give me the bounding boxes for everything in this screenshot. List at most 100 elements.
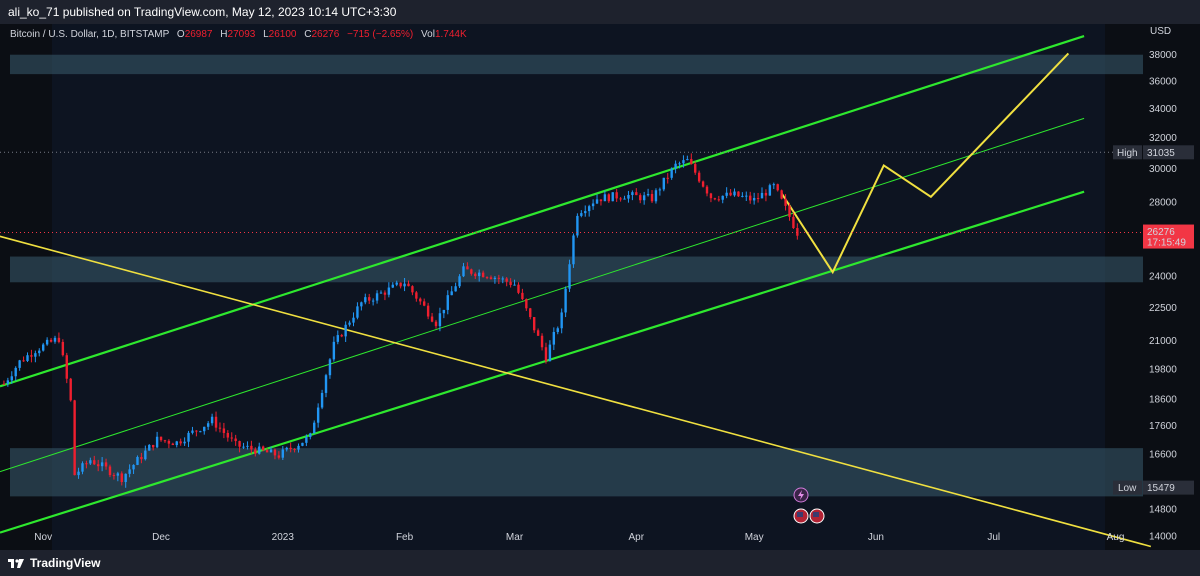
- candle-body: [2, 383, 6, 385]
- candle-body: [34, 353, 37, 357]
- candle-body: [155, 436, 159, 448]
- candle-body: [273, 449, 277, 456]
- candle-body: [100, 462, 104, 467]
- candle-body: [313, 422, 316, 434]
- candle-body: [324, 375, 328, 393]
- candle-body: [501, 278, 504, 280]
- candle-body: [764, 192, 768, 196]
- candle-body: [470, 269, 473, 274]
- y-tick-label: 38000: [1149, 50, 1177, 61]
- candle-body: [631, 192, 634, 196]
- candle-body: [352, 317, 355, 323]
- price-zone: [10, 448, 1143, 497]
- candle-body: [246, 445, 249, 447]
- candles-layer: [2, 153, 799, 488]
- candle-body: [517, 284, 520, 293]
- candle-body: [45, 339, 49, 345]
- candle-body: [792, 216, 795, 229]
- candle-body: [254, 449, 257, 454]
- candle-body: [513, 284, 516, 286]
- candle-body: [717, 199, 720, 201]
- x-tick-label: Dec: [152, 532, 170, 543]
- candle-body: [151, 444, 155, 448]
- candle-body: [93, 460, 96, 465]
- high-tag-label: High: [1117, 148, 1138, 159]
- trendlines-layer: [0, 35, 1152, 548]
- legend-change: −715 (−2.65%): [347, 29, 413, 40]
- candle-body: [104, 462, 108, 467]
- candle-body: [752, 198, 756, 201]
- candle-body: [580, 213, 583, 216]
- candle-body: [560, 312, 563, 329]
- candle-body: [81, 463, 84, 472]
- y-tick-label: 30000: [1149, 164, 1177, 175]
- candle-body: [654, 190, 658, 202]
- candle-body: [6, 380, 10, 384]
- candle-body: [768, 185, 772, 196]
- candle-body: [96, 464, 100, 467]
- candle-body: [611, 192, 614, 202]
- candle-body: [477, 272, 481, 277]
- candle-body: [709, 193, 713, 199]
- candle-body: [670, 168, 673, 178]
- candle-body: [525, 299, 528, 309]
- candle-body: [336, 335, 339, 342]
- bar-countdown: 17:15:49: [1147, 238, 1186, 249]
- candle-body: [701, 181, 705, 187]
- candle-body: [646, 193, 650, 196]
- legend-c-value: 26276: [312, 29, 340, 40]
- candle-body: [489, 277, 493, 280]
- event-icons[interactable]: [793, 487, 825, 524]
- candle-body: [289, 447, 292, 450]
- legend-vol-value: 1.744K: [435, 29, 467, 40]
- legend-c-label: C: [304, 29, 311, 40]
- currency-label: USD: [1150, 26, 1171, 37]
- candle-body: [85, 463, 88, 465]
- candle-body: [426, 305, 430, 317]
- publish-header: ali_ko_71 published on TradingView.com, …: [0, 0, 1200, 24]
- candle-body: [159, 436, 163, 441]
- x-axis-ticks: Nov Dec 2023 Feb Mar Apr May Jun Jul Aug: [34, 532, 1124, 543]
- candle-body: [674, 163, 677, 169]
- candle-body: [136, 456, 139, 465]
- candle-body: [694, 164, 697, 173]
- candle-body: [120, 473, 123, 483]
- candle-body: [564, 288, 567, 313]
- candle-body: [344, 324, 347, 337]
- candle-body: [375, 293, 379, 301]
- high-value-badge: [1143, 145, 1194, 160]
- svg-text:Bitcoin / U.S. Dollar, 1D, BIT: Bitcoin / U.S. Dollar, 1D, BITSTAMP O269…: [10, 29, 467, 40]
- candle-body: [509, 281, 512, 285]
- candle-body: [210, 416, 214, 424]
- candle-body: [57, 337, 61, 342]
- candle-body: [784, 198, 787, 206]
- candle-body: [481, 272, 485, 278]
- candle-body: [729, 192, 732, 196]
- x-tick-label: Nov: [34, 532, 52, 543]
- lightning-glyph: [798, 490, 804, 500]
- candle-body: [430, 316, 434, 322]
- footer: TradingView: [0, 550, 1200, 576]
- candle-body: [446, 295, 449, 310]
- candle-body: [658, 189, 662, 191]
- candle-body: [218, 427, 222, 429]
- candle-body: [261, 446, 265, 451]
- candle-body: [407, 283, 410, 287]
- publish-line: ali_ko_71 published on TradingView.com, …: [8, 5, 397, 19]
- forecast-path: [780, 52, 1070, 275]
- high-tag: [1113, 145, 1142, 160]
- candle-body: [293, 449, 296, 451]
- candle-body: [214, 416, 218, 428]
- candle-body: [203, 426, 206, 432]
- candle-body: [713, 198, 717, 200]
- flag-canton: [797, 512, 803, 517]
- candle-body: [230, 437, 233, 439]
- y-tick-label: 14800: [1149, 505, 1177, 516]
- candle-body: [584, 211, 587, 214]
- candle-body: [529, 308, 532, 318]
- candle-body: [277, 455, 281, 458]
- candle-body: [642, 195, 646, 201]
- candle-body: [132, 464, 135, 470]
- candle-body: [360, 302, 363, 307]
